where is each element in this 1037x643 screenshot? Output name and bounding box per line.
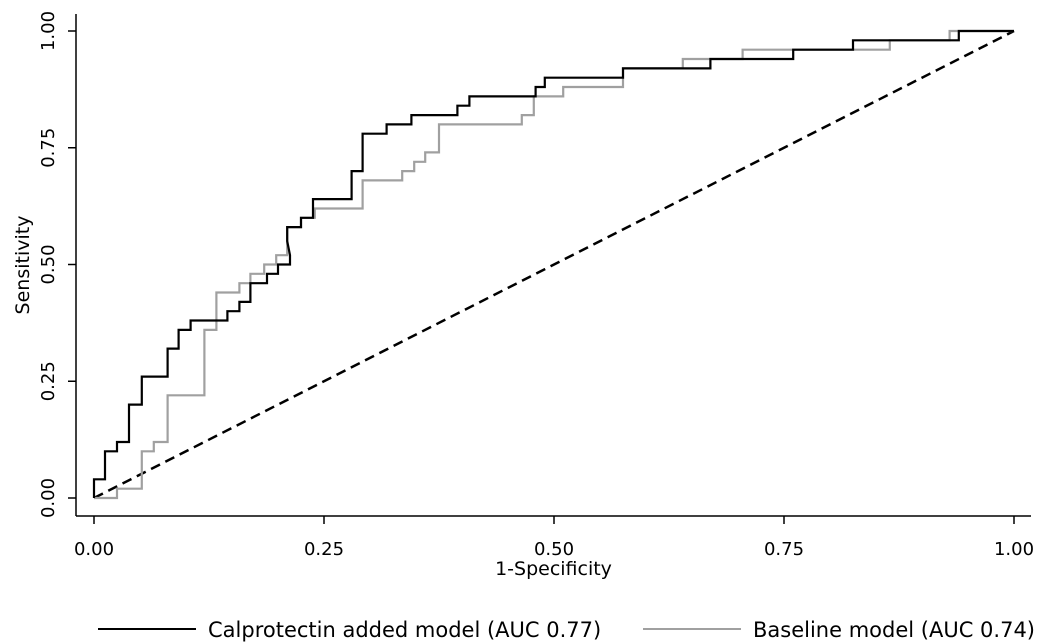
y-tick-label: 0.00 — [38, 478, 59, 518]
x-ticks: 0.00 0.25 0.50 0.75 1.00 — [74, 516, 1034, 560]
y-axis-title: Sensitivity — [12, 216, 34, 315]
x-axis-title: 1-Specificity — [495, 558, 612, 580]
y-tick-label: 0.25 — [38, 361, 59, 401]
reference-diagonal — [93, 29, 1015, 500]
x-tick-label: 1.00 — [994, 539, 1034, 560]
legend-label-calprotectin: Calprotectin added model (AUC 0.77) — [208, 618, 601, 642]
y-tick-label: 0.50 — [38, 244, 59, 284]
x-tick-label: 0.25 — [304, 539, 344, 560]
x-tick-label: 0.75 — [764, 539, 804, 560]
legend-label-baseline: Baseline model (AUC 0.74) — [753, 618, 1035, 642]
y-ticks: 0.00 0.25 0.50 0.75 1.00 — [38, 11, 76, 518]
legend: Calprotectin added model (AUC 0.77) Base… — [98, 618, 1035, 642]
y-tick-label: 1.00 — [38, 11, 59, 51]
x-tick-label: 0.50 — [534, 539, 574, 560]
y-tick-label: 0.75 — [38, 128, 59, 168]
plot-lines — [92, 29, 1015, 500]
x-tick-label: 0.00 — [74, 539, 114, 560]
series-line-calprotectin — [92, 29, 1014, 498]
